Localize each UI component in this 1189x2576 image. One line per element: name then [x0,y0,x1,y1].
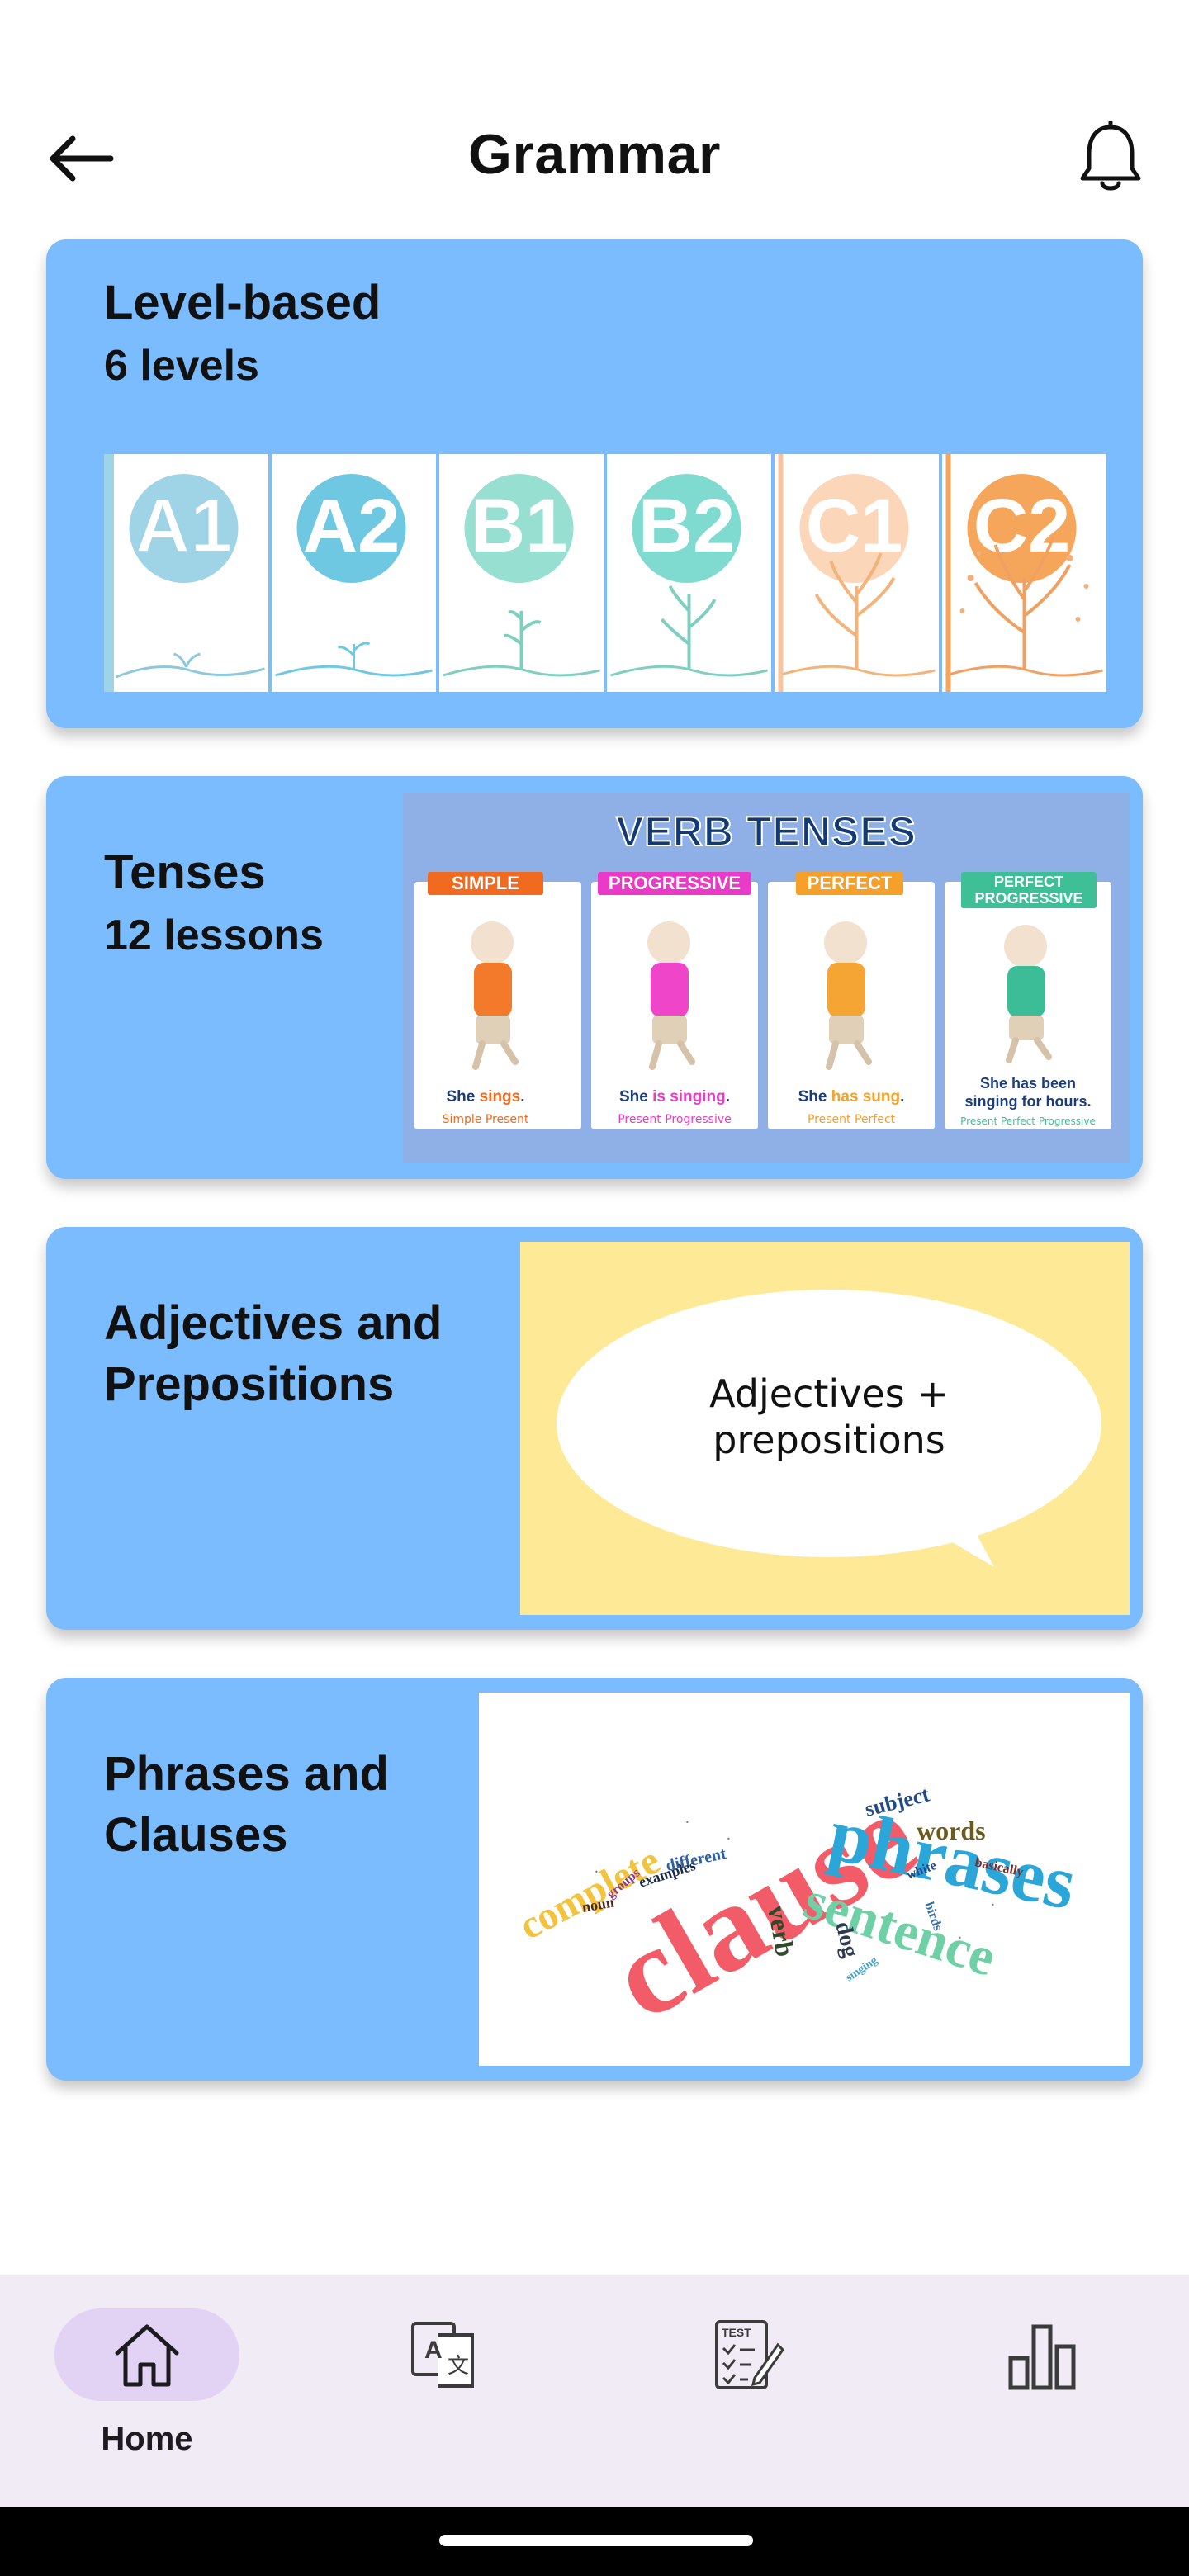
level-label: C2 [973,484,1071,568]
level-tile-a2: A2 [272,454,436,692]
level-label: A2 [303,484,400,568]
level-tile-b2: B2 [607,454,771,692]
levels-image: A1 A2 B1 B2 [104,454,1106,692]
word-cloud-word: singing [844,1954,880,1984]
tense-panel: PROGRESSIVE She is singing. Present Prog… [591,872,758,1129]
card-title-line2: Prepositions [104,1357,395,1411]
tense-panel: SIMPLE She sings. Simple Present [414,872,581,1129]
home-indicator[interactable] [439,2535,753,2546]
panel-tag: PROGRESSIVE [974,890,1082,907]
svg-text:She is singing.: She is singing. [619,1088,730,1106]
svg-text:•: • [991,1901,995,1909]
level-tile-c2: C2 [942,454,1106,692]
svg-text:•: • [685,1819,689,1826]
svg-text:A: A [424,2337,443,2364]
nav-home-pill[interactable] [54,2308,239,2401]
svg-text:She has sung.: She has sung. [798,1088,905,1106]
panel-tag: PERFECT [994,874,1063,890]
panel-sentence-b: singing for hours. [965,1093,1092,1110]
nav-translate[interactable]: A 文 [355,2308,537,2474]
level-label: B1 [471,484,568,568]
test-icon: TEST [715,2320,784,2389]
nav-stats-pill[interactable] [950,2308,1135,2401]
panel-sentence-b: sings [480,1088,521,1106]
svg-text:•: • [958,1934,962,1942]
app-bar: Grammar [0,99,1189,215]
bottom-navigation: Home A 文 TEST [0,2275,1189,2507]
nav-stats[interactable] [951,2308,1133,2474]
bell-icon [1080,121,1141,191]
translate-icon: A 文 [411,2322,474,2388]
tense-panel: PERFECT PROGRESSIVE She has been singing… [945,872,1111,1129]
panel-sentence-b: is singing [652,1088,726,1106]
level-label: B2 [638,484,736,568]
panel-sentence-c: . [900,1088,904,1106]
level-tile-b1: B1 [439,454,604,692]
panel-sentence-c: . [726,1088,730,1106]
arrow-left-icon [50,135,114,182]
panel-foot: Simple Present [443,1113,529,1126]
nav-home[interactable]: Home [54,2308,239,2474]
card-subtitle: 12 lessons [104,912,324,959]
panel-tag: SIMPLE [452,873,519,893]
system-navigation-bar [0,2507,1189,2576]
level-label: C1 [806,484,903,568]
back-button[interactable] [40,117,122,200]
page-title: Grammar [468,123,721,186]
panel-tag: PERFECT [808,873,893,893]
panel-sentence-c: . [520,1088,524,1106]
nav-test[interactable]: TEST [654,2308,836,2474]
bar-chart-icon [1008,2324,1076,2390]
home-icon [115,2324,179,2387]
panel-sentence-b: has sung [831,1088,900,1106]
card-title-line1: Phrases and [104,1747,389,1801]
adjectives-prepositions-card[interactable]: Adjectives and Prepositions Adjectives +… [46,1227,1143,1630]
card-title: Tenses [104,845,266,899]
word-cloud-word: words [917,1816,986,1845]
panel-sentence-a: She has been [980,1075,1076,1091]
card-title-line2: Clauses [104,1808,288,1862]
tenses-card[interactable]: Tenses 12 lessons VERB TENSES SIMPLE She… [46,776,1143,1179]
bubble-line2: prepositions [713,1418,945,1462]
bubble-line1: Adjectives + [709,1371,949,1416]
level-tile-c1: C1 [775,454,939,692]
nav-translate-pill[interactable]: A 文 [353,2308,538,2401]
image-heading: VERB TENSES [616,808,917,855]
svg-text:文: 文 [448,2354,469,2379]
panel-sentence-a: She [798,1088,831,1106]
card-subtitle: 6 levels [104,342,259,390]
adjectives-prepositions-image: Adjectives + prepositions [520,1242,1130,1615]
svg-text:•: • [727,1835,731,1843]
panel-foot: Present Progressive [618,1113,732,1126]
nav-test-pill[interactable]: TEST [652,2308,837,2401]
nav-home-label: Home [101,2421,193,2457]
card-title: Level-based [104,276,381,329]
panel-sentence-a: She [446,1088,479,1106]
word-cloud-image: clause phrases sentence complete words s… [479,1693,1130,2066]
svg-text:•: • [594,1868,599,1876]
panel-sentence-a: She [619,1088,652,1106]
level-based-card[interactable]: Level-based 6 levels A1 A2 B1 [46,239,1143,728]
panel-foot: Present Perfect Progressive [960,1115,1096,1127]
svg-text:TEST: TEST [722,2326,751,2339]
card-title-line1: Adjectives and [104,1296,443,1350]
level-label: A1 [135,484,233,568]
phrases-clauses-card[interactable]: Phrases and Clauses clause phrases sente… [46,1678,1143,2081]
svg-text:She sings.: She sings. [446,1088,524,1106]
notifications-button[interactable] [1065,112,1156,203]
panel-tag: PROGRESSIVE [609,873,741,893]
panel-foot: Present Perfect [808,1113,896,1126]
level-tile-a1: A1 [104,454,268,692]
tense-panel: PERFECT She has sung. Present Perfect [768,872,935,1129]
verb-tenses-image: VERB TENSES SIMPLE She sings. Simple Pre… [403,793,1130,1163]
